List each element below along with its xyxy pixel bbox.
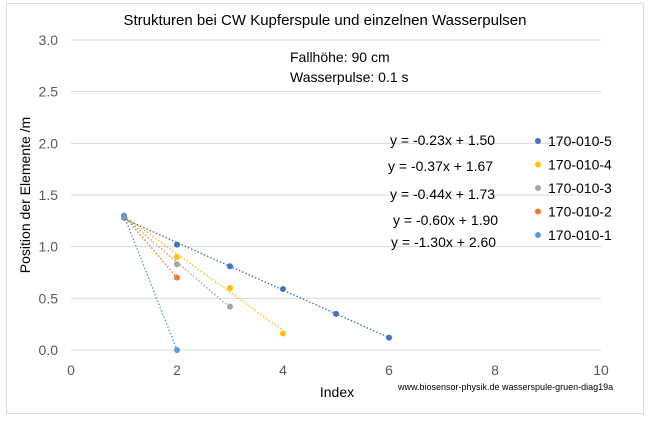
y-tick-label: 3.0 xyxy=(39,32,59,48)
source-note: www.biosensor-physik.de wasserspule-grue… xyxy=(397,382,613,392)
data-point-170-010-1 xyxy=(121,212,127,219)
trendline-170-010-4 xyxy=(123,215,284,331)
y-tick-label: 2.5 xyxy=(39,84,59,100)
x-tick-label: 10 xyxy=(593,362,609,378)
tick-labels: 0.0 0.5 1.0 1.5 2.0 2.5 3.0 0 2 4 6 8 10 xyxy=(39,32,609,378)
data-point-170-010-5 xyxy=(386,334,392,341)
y-tick-label: 0.0 xyxy=(39,342,59,358)
trendline-equation-1: y = -1.30x + 2.60 xyxy=(391,234,496,250)
data-point-170-010-3 xyxy=(174,261,180,268)
chart-title: Strukturen bei CW Kupferspule und einzel… xyxy=(124,12,527,29)
data-point-170-010-1 xyxy=(174,347,180,353)
y-tick-label: 1.5 xyxy=(39,187,59,203)
grid xyxy=(71,39,601,351)
data-point-170-010-4 xyxy=(227,285,233,291)
legend-marker-170-010-2 xyxy=(535,208,541,215)
x-tick-label: 4 xyxy=(279,362,287,378)
legend-label-170-010-4: 170-010-4 xyxy=(548,157,612,173)
trendline-equation-5: y = -0.23x + 1.50 xyxy=(390,132,495,148)
data-point-170-010-4 xyxy=(174,254,180,260)
data-points xyxy=(121,212,392,353)
trendline-170-010-1 xyxy=(123,215,178,351)
x-tick-label: 2 xyxy=(173,362,181,378)
x-tick-label: 6 xyxy=(385,362,393,378)
trendlines xyxy=(123,215,390,351)
data-point-170-010-5 xyxy=(280,286,286,293)
legend-label-170-010-3: 170-010-3 xyxy=(548,180,612,196)
data-point-170-010-5 xyxy=(227,263,233,270)
data-point-170-010-5 xyxy=(174,241,180,248)
trendline-170-010-3 xyxy=(123,216,231,309)
chart-frame xyxy=(6,3,644,414)
y-tick-label: 2.0 xyxy=(39,135,59,151)
annotation-water-pulse: Wasserpulse: 0.1 s xyxy=(290,69,409,85)
trendline-equation-3: y = -0.44x + 1.73 xyxy=(390,186,495,202)
annotation-drop-height: Fallhöhe: 90 cm xyxy=(290,49,390,65)
y-axis-title: Position der Elemente /m xyxy=(17,117,33,273)
y-tick-label: 1.0 xyxy=(39,239,59,255)
legend-label-170-010-5: 170-010-5 xyxy=(548,133,612,149)
legend-marker-170-010-5 xyxy=(535,138,541,144)
y-tick-label: 0.5 xyxy=(39,290,59,306)
legend-marker-170-010-4 xyxy=(535,161,541,168)
legend: 170-010-5 170-010-4 170-010-3 170-010-2 170-… xyxy=(535,133,612,243)
legend-marker-170-010-3 xyxy=(535,185,541,191)
trendline-170-010-5 xyxy=(123,218,390,339)
x-axis-title: Index xyxy=(320,384,354,400)
trendline-equation-4: y = -0.37x + 1.67 xyxy=(388,158,493,174)
legend-marker-170-010-1 xyxy=(535,232,541,238)
legend-label-170-010-2: 170-010-2 xyxy=(548,204,612,220)
legend-label-170-010-1: 170-010-1 xyxy=(548,227,612,243)
data-point-170-010-3 xyxy=(227,303,233,310)
data-point-170-010-4 xyxy=(280,330,286,337)
data-point-170-010-2 xyxy=(174,274,180,281)
data-point-170-010-5 xyxy=(333,310,339,317)
x-tick-label: 8 xyxy=(491,362,499,378)
x-tick-label: 0 xyxy=(67,362,75,378)
trendline-170-010-2 xyxy=(123,215,178,279)
trendline-equation-2: y = -0.60x + 1.90 xyxy=(393,212,498,228)
